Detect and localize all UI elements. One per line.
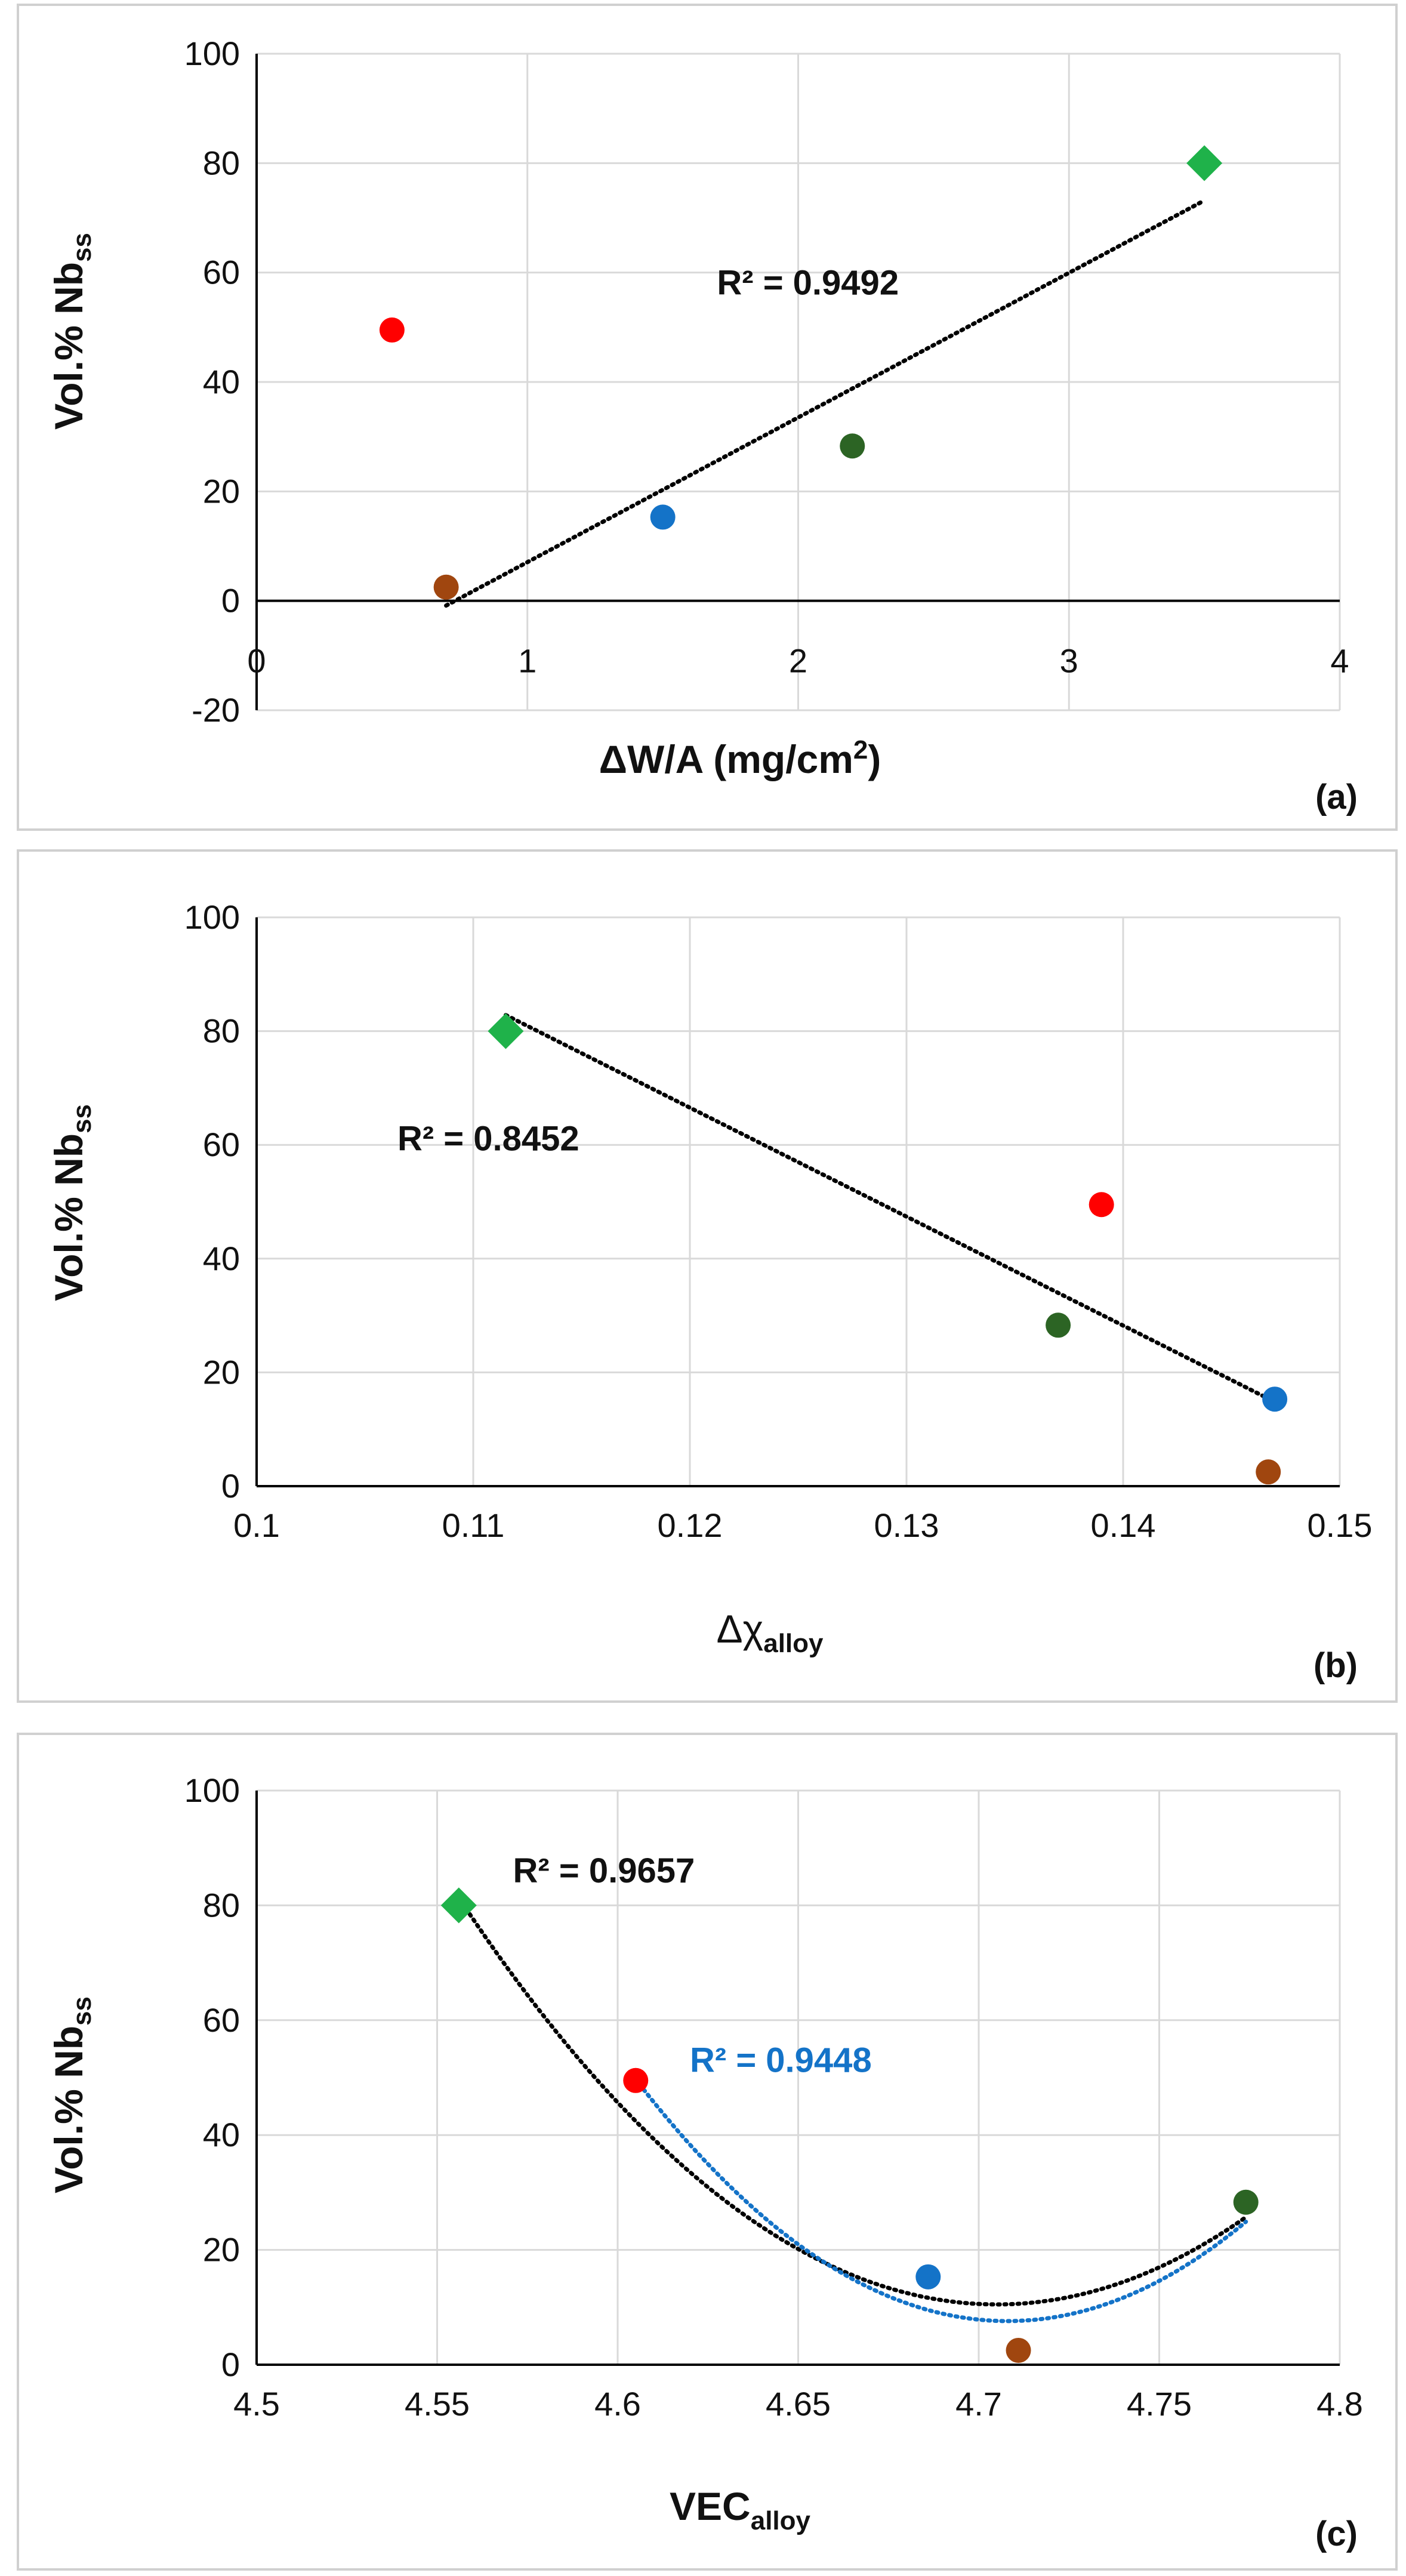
x-tick-label: 4 bbox=[1330, 642, 1349, 680]
x-tick-label: 4.55 bbox=[405, 2385, 470, 2423]
data-point bbox=[1089, 1192, 1114, 1218]
y-tick-label: 20 bbox=[203, 2231, 240, 2269]
panel-a-label: (a) bbox=[1315, 778, 1358, 816]
data-point bbox=[1046, 1312, 1071, 1338]
r-squared-label: R² = 0.9657 bbox=[513, 1851, 695, 1890]
panel-b-tick-labels: 0 20 40 60 80 100 0.1 0.11 0.12 0.13 0.14 0.15 bbox=[184, 898, 1373, 1544]
y-tick-label: 0 bbox=[221, 1467, 240, 1505]
panel-c-trendlines: R² = 0.9657 R² = 0.9448 bbox=[457, 1851, 1248, 2324]
y-tick-label: 20 bbox=[203, 1353, 240, 1391]
panel-c-label: (c) bbox=[1315, 2515, 1358, 2553]
data-point bbox=[623, 2067, 649, 2093]
panel-a-x-axis-title: ΔW/A (mg/cm2) bbox=[599, 735, 881, 781]
panel-b-y-axis-title: Vol.% Nbss bbox=[47, 1104, 97, 1301]
r-squared-label: R² = 0.8452 bbox=[397, 1120, 579, 1158]
y-tick-label: 60 bbox=[203, 254, 240, 291]
panel-c-gridlines bbox=[255, 1789, 1341, 2366]
x-tick-label: 4.65 bbox=[766, 2385, 831, 2423]
panel-c-y-axis-title: Vol.% Nbss bbox=[47, 1996, 97, 2193]
x-tick-label: 2 bbox=[789, 642, 807, 680]
x-tick-label: 4.5 bbox=[233, 2385, 280, 2423]
panel-c-frame bbox=[17, 1733, 1398, 2571]
r-squared-label: R² = 0.9448 bbox=[690, 2041, 872, 2079]
data-point bbox=[1256, 1459, 1281, 1485]
x-tick-label: 4.75 bbox=[1127, 2385, 1192, 2423]
panel-a-trendlines: R² = 0.9492 bbox=[444, 198, 1207, 608]
y-tick-label: 20 bbox=[203, 472, 240, 510]
data-point bbox=[1262, 1386, 1288, 1412]
x-tick-label: 0 bbox=[247, 642, 266, 680]
panel-c-x-axis-title: VECalloy bbox=[670, 2484, 811, 2535]
y-tick-label: 40 bbox=[203, 363, 240, 400]
data-point bbox=[840, 433, 865, 459]
y-tick-label: 60 bbox=[203, 2001, 240, 2039]
y-tick-label: 100 bbox=[184, 1771, 240, 1809]
y-tick-label: 40 bbox=[203, 1240, 240, 1277]
x-tick-label: 0.15 bbox=[1308, 1506, 1373, 1544]
x-tick-label: 0.11 bbox=[442, 1506, 505, 1544]
y-tick-label: 80 bbox=[203, 144, 240, 181]
panel-b-label: (b) bbox=[1314, 1646, 1358, 1685]
x-tick-label: 1 bbox=[518, 642, 536, 680]
x-tick-label: 0.12 bbox=[658, 1506, 723, 1544]
panel-c-points bbox=[440, 1887, 1259, 2363]
panel-b-points bbox=[488, 1013, 1288, 1485]
r-squared-label: R² = 0.9492 bbox=[717, 263, 899, 302]
trendline-quadratic bbox=[457, 1896, 1248, 2307]
panel-b-trendlines: R² = 0.8452 bbox=[397, 1013, 1277, 1404]
data-point bbox=[433, 574, 459, 600]
y-tick-label: 100 bbox=[184, 898, 240, 936]
panel-b-x-axis-title: Δχalloy bbox=[716, 1607, 824, 1658]
panel-a-y-axis-title: Vol.% Nbss bbox=[47, 233, 97, 430]
x-tick-label: 0.1 bbox=[233, 1506, 280, 1544]
trendline-quadratic bbox=[633, 2077, 1248, 2324]
y-tick-label: 80 bbox=[203, 1012, 240, 1050]
panel-a-frame bbox=[17, 4, 1398, 831]
data-point bbox=[1006, 2337, 1031, 2363]
x-tick-label: 0.13 bbox=[874, 1506, 939, 1544]
y-tick-label: 0 bbox=[221, 2346, 240, 2383]
y-tick-label: 40 bbox=[203, 2116, 240, 2153]
data-point-diamond bbox=[1186, 145, 1223, 181]
y-tick-label: 0 bbox=[221, 582, 240, 620]
data-point bbox=[1233, 2189, 1259, 2215]
data-point bbox=[915, 2264, 941, 2290]
x-tick-label: 4.6 bbox=[594, 2385, 641, 2423]
x-tick-label: 0.14 bbox=[1091, 1506, 1156, 1544]
panel-b-gridlines bbox=[255, 916, 1341, 1487]
data-point-diamond bbox=[440, 1887, 477, 1924]
x-tick-label: 3 bbox=[1060, 642, 1078, 680]
panel-a-gridlines bbox=[255, 53, 1341, 711]
panel-a-points bbox=[379, 145, 1223, 600]
data-point-diamond bbox=[488, 1013, 524, 1049]
y-tick-label: -20 bbox=[192, 691, 240, 729]
trendline-linear bbox=[504, 1013, 1277, 1404]
panel-b-frame bbox=[17, 849, 1398, 1703]
y-tick-label: 60 bbox=[203, 1126, 240, 1163]
panel-c-tick-labels: 0 20 40 60 80 100 4.5 4.55 4.6 4.65 4.7 4.75 4.8 bbox=[184, 1771, 1363, 2423]
x-tick-label: 4.7 bbox=[955, 2385, 1002, 2423]
y-tick-label: 80 bbox=[203, 1886, 240, 1924]
x-tick-label: 4.8 bbox=[1316, 2385, 1363, 2423]
trendline-linear bbox=[444, 198, 1207, 608]
data-point bbox=[379, 317, 405, 343]
y-tick-label: 100 bbox=[184, 35, 240, 72]
data-point bbox=[650, 504, 676, 530]
